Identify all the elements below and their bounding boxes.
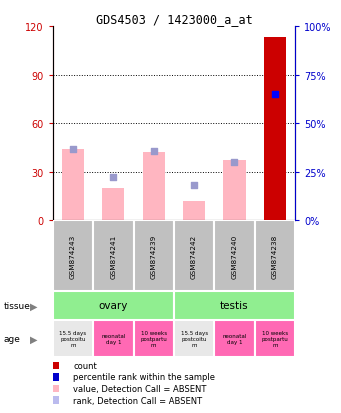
Text: count: count <box>73 361 97 370</box>
Title: GDS4503 / 1423000_a_at: GDS4503 / 1423000_a_at <box>95 13 252 26</box>
Point <box>232 159 237 166</box>
Text: age: age <box>3 334 20 343</box>
Text: GSM874241: GSM874241 <box>110 234 116 278</box>
Bar <box>134 320 174 357</box>
Text: GSM874242: GSM874242 <box>191 234 197 278</box>
Text: 10 weeks
postpartu
m: 10 weeks postpartu m <box>262 330 288 347</box>
Text: 15.5 days
postcoitu
m: 15.5 days postcoitu m <box>180 330 208 347</box>
Bar <box>255 221 295 291</box>
Bar <box>53 291 174 320</box>
Bar <box>143 153 165 221</box>
Bar <box>214 320 255 357</box>
Bar <box>93 320 134 357</box>
Text: 10 weeks
postpartu
m: 10 weeks postpartu m <box>140 330 167 347</box>
Bar <box>264 38 286 221</box>
Text: percentile rank within the sample: percentile rank within the sample <box>73 373 215 382</box>
Bar <box>174 320 214 357</box>
Bar <box>214 221 255 291</box>
Text: GSM874238: GSM874238 <box>272 234 278 278</box>
Bar <box>53 320 93 357</box>
Point <box>191 182 197 189</box>
Text: tissue: tissue <box>3 301 30 310</box>
Point <box>110 174 116 180</box>
Bar <box>102 189 124 221</box>
Point <box>151 148 157 155</box>
Text: value, Detection Call = ABSENT: value, Detection Call = ABSENT <box>73 384 207 393</box>
Text: ▶: ▶ <box>30 301 38 311</box>
Text: ▶: ▶ <box>30 334 38 344</box>
Bar <box>223 161 246 221</box>
Text: GSM874243: GSM874243 <box>70 234 76 278</box>
Bar <box>93 221 134 291</box>
Point <box>272 91 278 98</box>
Bar <box>174 221 214 291</box>
Bar <box>174 291 295 320</box>
Text: testis: testis <box>220 301 249 311</box>
Text: GSM874240: GSM874240 <box>232 234 237 278</box>
Text: rank, Detection Call = ABSENT: rank, Detection Call = ABSENT <box>73 396 203 405</box>
Text: ovary: ovary <box>99 301 128 311</box>
Text: neonatal
day 1: neonatal day 1 <box>101 333 125 344</box>
Text: 15.5 days
postcoitu
m: 15.5 days postcoitu m <box>59 330 87 347</box>
Point <box>70 147 76 153</box>
Text: GSM874239: GSM874239 <box>151 234 157 278</box>
Bar <box>134 221 174 291</box>
Bar <box>62 150 84 221</box>
Bar <box>183 202 205 221</box>
Bar <box>53 221 93 291</box>
Text: neonatal
day 1: neonatal day 1 <box>222 333 247 344</box>
Bar <box>255 320 295 357</box>
